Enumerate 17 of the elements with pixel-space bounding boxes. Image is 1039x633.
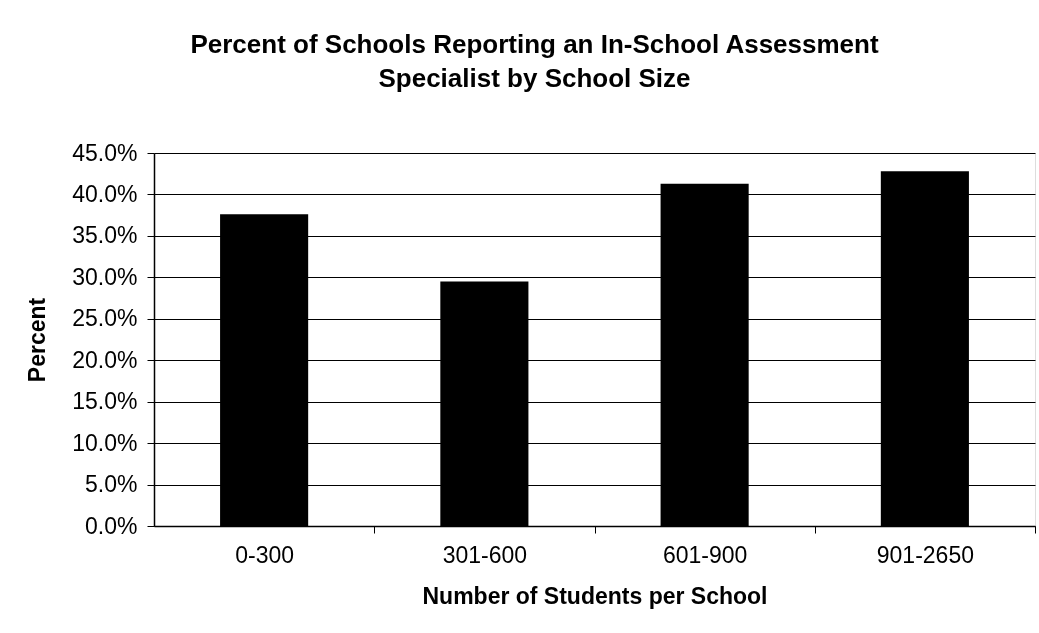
y-tick-label: 15.0% (72, 388, 138, 415)
y-tick-label: 25.0% (72, 305, 138, 332)
y-tick-label: 0.0% (85, 512, 138, 539)
y-tick-label: 20.0% (72, 346, 138, 373)
x-tick-label: 901-2650 (876, 541, 974, 568)
y-tick-label: 10.0% (72, 429, 138, 456)
y-tick-label: 5.0% (85, 471, 138, 498)
chart-title: Percent of Schools Reporting an In-School Assessment Specialist by School Size (190, 29, 879, 93)
x-tick-label: 301-600 (442, 541, 528, 568)
y-tick-label: 40.0% (72, 180, 138, 207)
x-axis-title: Number of Students per School (422, 582, 768, 609)
y-tick-label: 35.0% (72, 222, 138, 249)
x-tick-label: 601-900 (662, 541, 748, 568)
y-axis-title: Percent (24, 297, 51, 383)
y-tick-label: 30.0% (72, 263, 138, 290)
x-tick-label: 0-300 (235, 541, 295, 568)
y-tick-label: 45.0% (72, 139, 138, 166)
